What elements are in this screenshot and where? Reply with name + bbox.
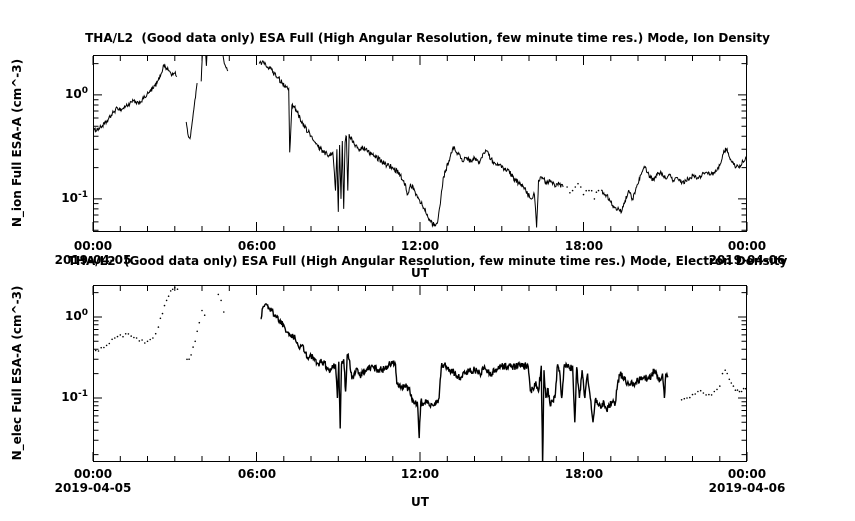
- x-tick-label: 18:00: [564, 239, 604, 253]
- x-tick-label: 06:00: [237, 467, 277, 481]
- ion-y-axis-label: N_ion Full ESA-A (cm^-3): [10, 58, 24, 228]
- y-tick-exponent: -1: [78, 389, 88, 399]
- plot-frame-1: [92, 55, 748, 232]
- x-tick-label: 00:00: [727, 239, 767, 253]
- electron-density-curve: [93, 286, 747, 462]
- ion-panel-date-right: 2019-04-06: [708, 253, 786, 267]
- x-tick-label: 12:00: [400, 467, 440, 481]
- y-tick-base: 10: [61, 390, 78, 404]
- electron-y-axis-label: N_elec Full ESA-A (cm^-3): [10, 285, 24, 461]
- y-tick-exponent: 0: [81, 86, 88, 96]
- y-tick-label: 10-1: [44, 389, 88, 404]
- x-tick-label: 00:00: [727, 467, 767, 481]
- x-tick-label: 18:00: [564, 467, 604, 481]
- ion-panel-date-left: 2019-04-05: [54, 253, 132, 267]
- x-tick-label: 00:00: [73, 239, 113, 253]
- y-tick-exponent: -1: [78, 190, 88, 200]
- y-tick-base: 10: [61, 191, 78, 205]
- x-tick-label: 12:00: [400, 239, 440, 253]
- y-tick-base: 10: [65, 309, 82, 323]
- ion-panel-x-axis-label: UT: [411, 266, 429, 280]
- y-tick-label: 100: [44, 308, 88, 323]
- ion-panel-title: THA/L2 (Good data only) ESA Full (High A…: [85, 31, 770, 45]
- ion-density-curve: [93, 55, 747, 228]
- y-tick-label: 100: [44, 86, 88, 101]
- plot-frame-2: [92, 285, 748, 462]
- x-tick-label: 06:00: [237, 239, 277, 253]
- y-tick-base: 10: [65, 87, 82, 101]
- x-tick-label: 00:00: [73, 467, 113, 481]
- electron-panel-date-right: 2019-04-06: [708, 481, 786, 495]
- electron-panel-date-left: 2019-04-05: [54, 481, 132, 495]
- y-tick-label: 10-1: [44, 190, 88, 205]
- electron-panel-title: THA/L2 (Good data only) ESA Full (High A…: [67, 254, 788, 268]
- y-tick-exponent: 0: [81, 308, 88, 318]
- electron-panel-x-axis-label: UT: [411, 495, 429, 509]
